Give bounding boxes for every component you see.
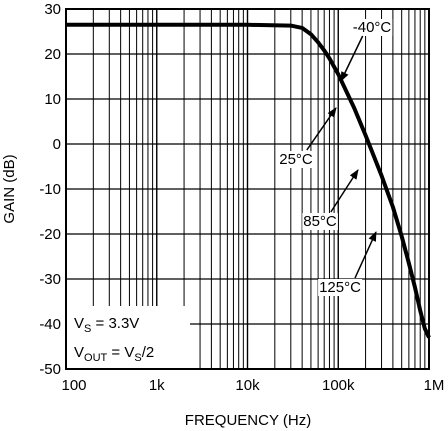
x-tick-label: 1M bbox=[424, 377, 445, 394]
y-tick-label: 0 bbox=[53, 136, 61, 153]
x-tick-label: 100 bbox=[61, 377, 86, 394]
y-tick-label: 30 bbox=[44, 1, 61, 18]
y-tick-label: -50 bbox=[39, 361, 61, 378]
x-axis-label: FREQUENCY (Hz) bbox=[185, 412, 311, 429]
annotations-layer: -40°C 25°C 85°C 125°C bbox=[278, 19, 393, 296]
temperature-label-bg bbox=[302, 213, 338, 230]
gain-curve bbox=[66, 22, 431, 339]
series-layer bbox=[66, 22, 431, 339]
temperature-label-bg bbox=[278, 151, 314, 168]
temperature-label-bg bbox=[351, 19, 393, 36]
plot-frame bbox=[65, 8, 430, 370]
vs-condition: VS = 3.3V bbox=[74, 315, 139, 335]
grid bbox=[66, 9, 429, 369]
y-tick-label: -10 bbox=[39, 181, 61, 198]
vout-condition: VOUT = VS/2 bbox=[74, 344, 154, 364]
y-tick-label: -40 bbox=[39, 316, 61, 333]
y-tick-label: 10 bbox=[44, 91, 61, 108]
temperature-label: 85°C bbox=[303, 213, 337, 230]
x-tick-label: 10k bbox=[235, 377, 260, 394]
y-tick-label: 20 bbox=[44, 46, 61, 63]
y-axis-label: GAIN (dB) bbox=[1, 154, 18, 223]
temperature-label: 125°C bbox=[319, 279, 361, 296]
temperature-label: -40°C bbox=[353, 19, 392, 36]
annotation-arrow bbox=[330, 169, 359, 213]
temperature-label-bg bbox=[318, 279, 363, 296]
annotation-arrow bbox=[354, 231, 377, 279]
annotation-arrow bbox=[306, 107, 337, 151]
conditions-box bbox=[66, 306, 190, 368]
y-tick-label: -20 bbox=[39, 226, 61, 243]
annotation-arrow bbox=[340, 35, 364, 82]
y-tick-label: -30 bbox=[39, 271, 61, 288]
x-tick-label: 100k bbox=[322, 377, 355, 394]
x-tick-label: 1k bbox=[149, 377, 165, 394]
temperature-label: 25°C bbox=[279, 151, 313, 168]
